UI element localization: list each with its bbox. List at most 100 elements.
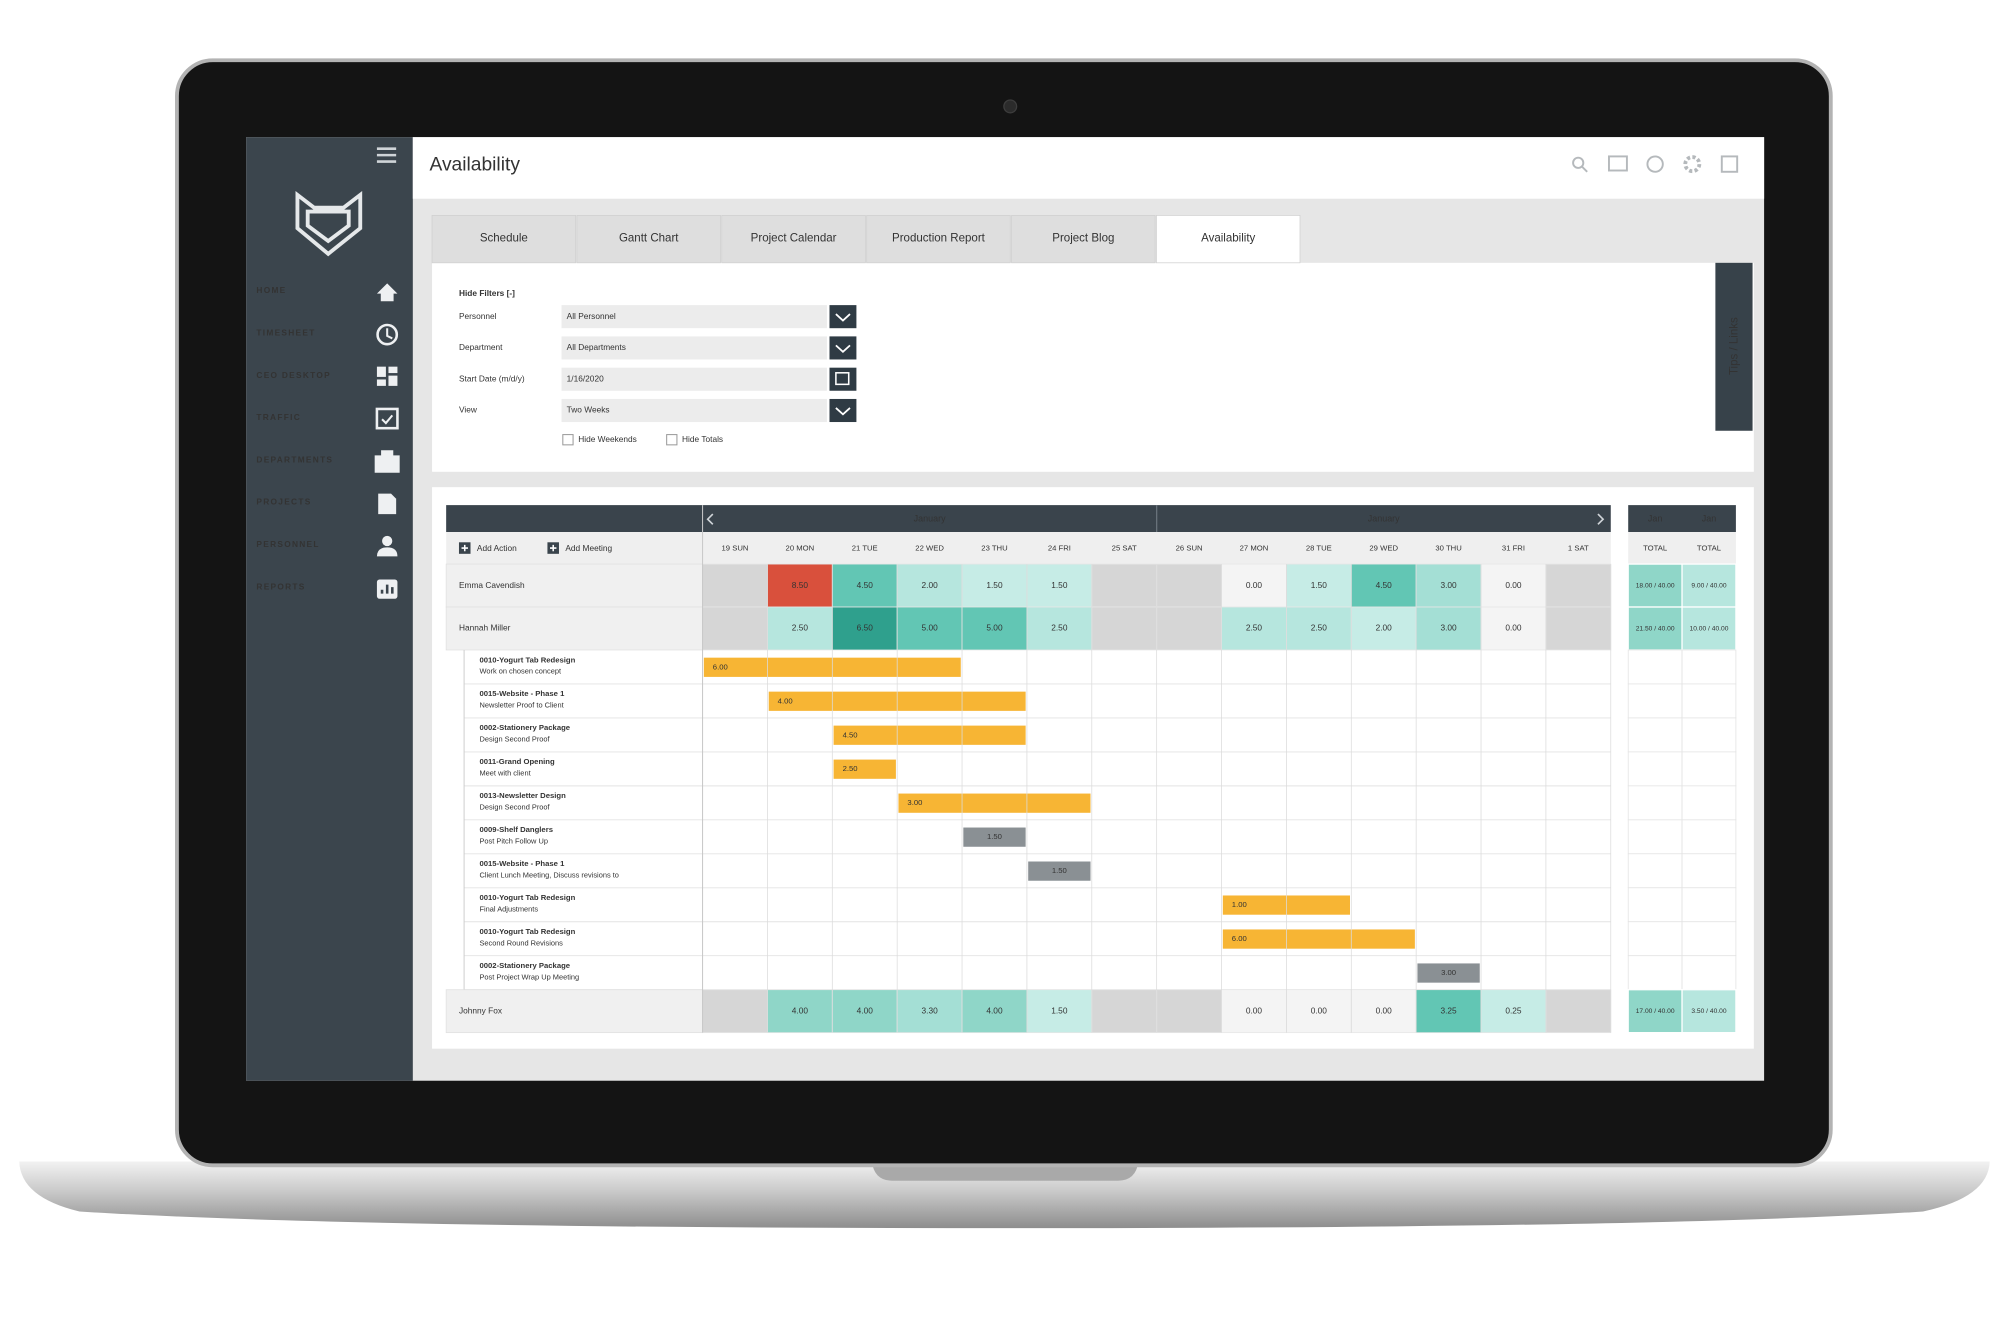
total-empty-cell: [1681, 887, 1737, 923]
nav-item[interactable]: DEPARTMENTS: [256, 454, 333, 464]
filter-input[interactable]: [561, 367, 827, 391]
filter-input[interactable]: [561, 336, 827, 360]
tab-label[interactable]: Schedule: [480, 232, 528, 244]
availability-cell: [1091, 989, 1158, 1034]
filter-value[interactable]: Two Weeks: [567, 405, 610, 415]
availability-cell: [702, 606, 768, 651]
person-name[interactable]: Emma Cavendish: [459, 580, 525, 590]
briefcase-icon: [374, 450, 400, 473]
availability-cell: [702, 989, 768, 1034]
tab-label[interactable]: Gantt Chart: [619, 232, 679, 244]
person-name[interactable]: Hannah Miller: [459, 623, 511, 633]
nav-item[interactable]: TIMESHEET: [256, 328, 315, 338]
availability-cell: [1350, 563, 1417, 608]
task-code[interactable]: 0015-Website - Phase 1: [479, 689, 565, 698]
tab-label[interactable]: Availability: [1201, 232, 1255, 244]
task-code[interactable]: 0002-Stationery Package: [479, 961, 570, 970]
help-icon[interactable]: [1646, 155, 1664, 173]
action-label[interactable]: Add Action: [477, 543, 517, 553]
day-label: 31 FRI: [1502, 544, 1525, 553]
tab-active[interactable]: [1156, 214, 1301, 264]
task-code[interactable]: 0013-Newsletter Design: [479, 791, 566, 800]
tab[interactable]: [431, 214, 577, 264]
task-code[interactable]: 0010-Yogurt Tab Redesign: [479, 927, 575, 936]
nav-item[interactable]: TRAFFIC: [256, 412, 301, 422]
person-label-cell: [445, 606, 703, 651]
task-bar-label: 6.00: [713, 662, 728, 671]
person-label-cell: [445, 989, 703, 1034]
day-label: 27 MON: [1240, 544, 1269, 553]
availability-value: 0.00: [1376, 1005, 1393, 1015]
tab[interactable]: [721, 214, 866, 264]
filter-button[interactable]: [829, 367, 857, 391]
task-bar[interactable]: [1222, 929, 1415, 949]
nav-item[interactable]: PERSONNEL: [256, 539, 319, 549]
filter-value[interactable]: All Departments: [567, 342, 626, 352]
total-empty-cell: [1681, 683, 1737, 719]
settings-icon[interactable]: [1683, 155, 1702, 174]
task-bar[interactable]: [963, 827, 1026, 847]
task-code[interactable]: 0010-Yogurt Tab Redesign: [479, 893, 575, 902]
menu-icon[interactable]: [376, 147, 397, 163]
task-bar[interactable]: [898, 793, 1091, 813]
search-icon[interactable]: [1572, 156, 1588, 173]
side-tab[interactable]: [1715, 262, 1753, 431]
filter-button[interactable]: [829, 336, 857, 360]
task-bar-label: 1.00: [1232, 900, 1247, 909]
task-bar[interactable]: [1028, 861, 1091, 881]
logout-icon[interactable]: [1720, 155, 1739, 173]
availability-cell: [896, 606, 963, 651]
checkbox-label[interactable]: Hide Totals: [682, 434, 723, 444]
availability-cell: [767, 989, 833, 1034]
total-empty-cell: [1627, 819, 1683, 855]
filter-input[interactable]: [561, 305, 827, 329]
task-code[interactable]: 0010-Yogurt Tab Redesign: [479, 655, 575, 664]
task-bar[interactable]: [833, 759, 896, 779]
nav-item[interactable]: REPORTS: [256, 581, 305, 591]
availability-cell: [1091, 563, 1158, 608]
task-code[interactable]: 0002-Stationery Package: [479, 723, 570, 732]
checkbox[interactable]: [562, 434, 574, 446]
total-empty-cell: [1681, 853, 1737, 889]
task-bar[interactable]: [1417, 963, 1480, 983]
hide-filters-toggle[interactable]: Hide Filters [-]: [459, 288, 515, 298]
filter-value[interactable]: 1/16/2020: [567, 373, 604, 383]
action-label[interactable]: Add Meeting: [565, 543, 612, 553]
tab[interactable]: [866, 214, 1011, 264]
person-name[interactable]: Johnny Fox: [459, 1005, 503, 1015]
clock-hands: [386, 328, 393, 340]
side-tab-label[interactable]: Tips / Links: [1729, 317, 1741, 375]
task-code[interactable]: 0011-Grand Opening: [479, 757, 554, 766]
availability-cell: [1091, 606, 1158, 651]
tab-label[interactable]: Project Blog: [1052, 232, 1114, 244]
tab-label[interactable]: Project Calendar: [751, 232, 837, 244]
task-code[interactable]: 0015-Website - Phase 1: [479, 859, 565, 868]
filter-button[interactable]: [829, 398, 857, 423]
availability-value: 0.00: [1311, 1005, 1328, 1015]
tab-label[interactable]: Production Report: [892, 232, 986, 244]
prev-arrow[interactable]: [706, 513, 714, 525]
nav-item[interactable]: PROJECTS: [256, 497, 311, 507]
tab[interactable]: [1011, 214, 1156, 264]
task-code[interactable]: 0009-Shelf Danglers: [479, 825, 553, 834]
task-bar-label: 6.00: [1232, 934, 1247, 943]
task-desc: Newsletter Proof to Client: [479, 701, 563, 710]
availability-cell: [1415, 989, 1482, 1034]
filter-value[interactable]: All Personnel: [567, 311, 616, 321]
total-empty-cell: [1681, 717, 1737, 753]
checkbox[interactable]: [666, 434, 678, 446]
filter-button[interactable]: [829, 305, 857, 329]
total-month: Jan: [1648, 514, 1662, 524]
next-arrow[interactable]: [1597, 513, 1605, 525]
filter-input[interactable]: [561, 398, 827, 423]
tab[interactable]: [576, 214, 721, 264]
chevron-glyph: [835, 313, 851, 322]
nav-item[interactable]: CEO DESKTOP: [256, 370, 331, 380]
nav-item[interactable]: HOME: [256, 285, 286, 295]
person-icon-head: [382, 535, 393, 547]
checkbox-label[interactable]: Hide Weekends: [578, 434, 637, 444]
task-bar[interactable]: [833, 725, 1026, 745]
mail-icon[interactable]: [1608, 155, 1628, 172]
availability-cell: [1545, 989, 1612, 1034]
header-icons: [1572, 155, 1739, 174]
